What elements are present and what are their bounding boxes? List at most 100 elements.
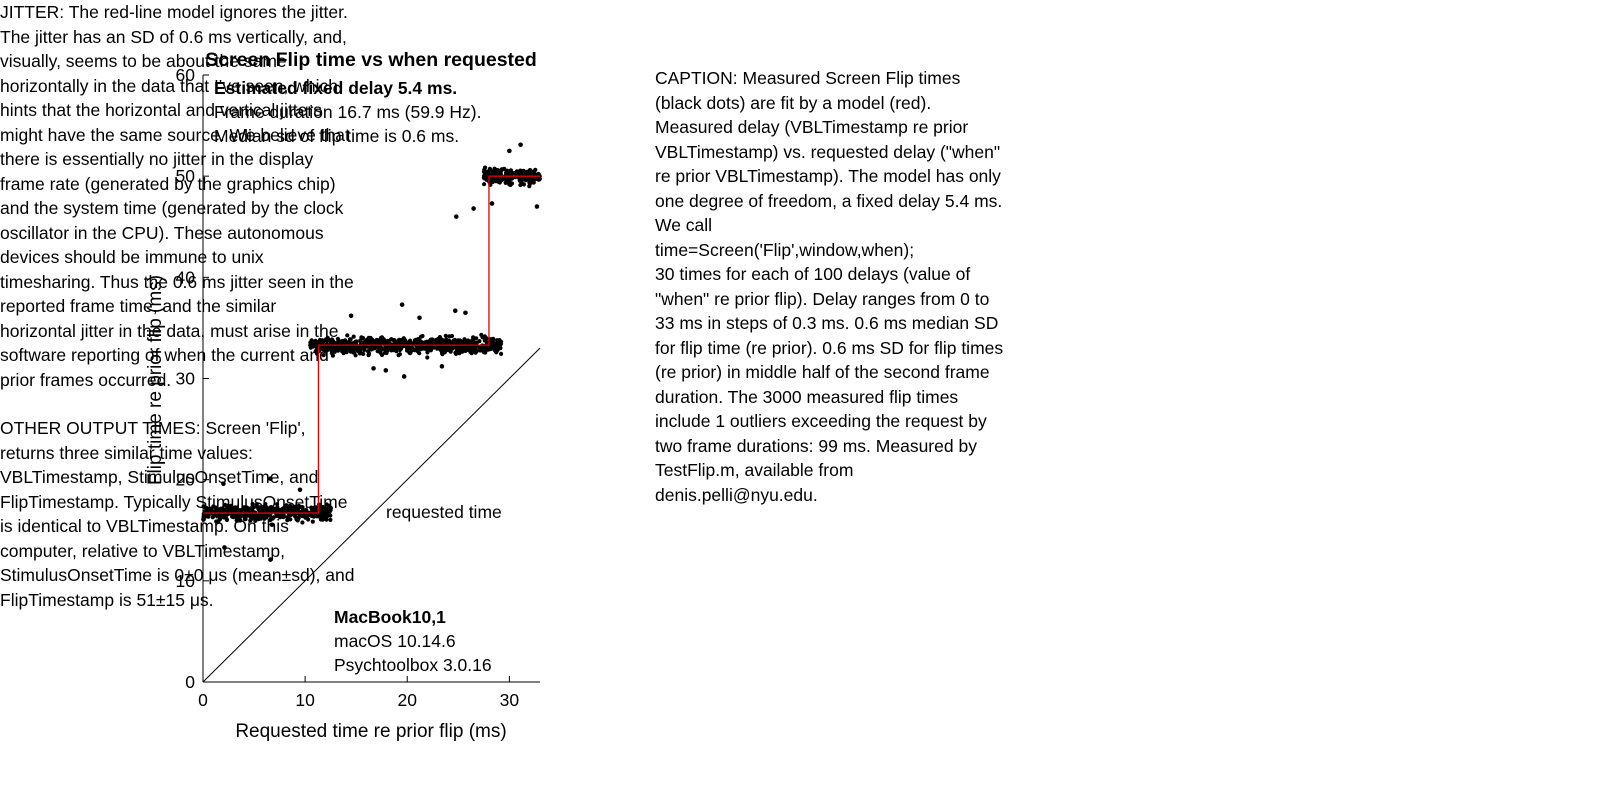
measured-point <box>379 347 384 352</box>
measured-point <box>508 182 513 188</box>
model-fit-line <box>203 175 540 514</box>
measured-point <box>453 351 459 356</box>
measured-points-layer <box>201 142 542 562</box>
measured-point <box>224 517 229 523</box>
measured-point <box>367 351 372 356</box>
measured-point <box>528 176 534 181</box>
measured-point <box>460 345 466 350</box>
x-tick-label: 10 <box>295 690 315 710</box>
x-tick-label: 30 <box>500 690 520 710</box>
measured-point <box>474 348 479 354</box>
measured-point <box>235 518 240 523</box>
measured-point <box>251 505 256 510</box>
measured-point <box>482 174 487 179</box>
measured-point <box>425 350 430 355</box>
requested-time-label: requested time <box>386 502 502 522</box>
measured-point <box>455 348 460 353</box>
measured-point <box>347 337 353 342</box>
measured-point <box>288 508 294 513</box>
measured-point <box>494 348 499 353</box>
outlier-point <box>453 214 459 219</box>
measured-point <box>502 166 507 171</box>
other-output-times-text-block: OTHER OUTPUT TIMES: Screen 'Flip', retur… <box>0 418 355 610</box>
measured-point <box>318 513 323 518</box>
measured-point <box>443 333 448 338</box>
measured-point <box>396 353 401 358</box>
measured-point <box>498 177 503 182</box>
measured-point <box>327 510 332 515</box>
measured-point <box>211 514 216 519</box>
measured-point <box>252 515 257 520</box>
outlier-point <box>518 142 523 148</box>
measured-point <box>258 515 263 520</box>
measured-point <box>331 346 336 352</box>
measured-point <box>225 503 230 508</box>
outlier-point <box>328 505 333 511</box>
measured-point <box>275 502 280 507</box>
measured-point <box>370 345 375 350</box>
outlier-point <box>268 557 273 562</box>
measured-point <box>362 343 367 348</box>
outlier-point <box>489 201 495 206</box>
flip-time-chart: Screen Flip time vs when requested 0 10 20… <box>145 49 542 742</box>
measured-point <box>492 166 497 171</box>
model-lines-layer <box>202 175 541 683</box>
measured-point <box>437 335 442 340</box>
requested-time-line <box>202 347 541 683</box>
measured-point <box>243 514 248 520</box>
measured-point <box>503 170 509 175</box>
measured-point <box>250 501 255 507</box>
y-tick-label: 10 <box>176 571 196 591</box>
x-axis-label: Requested time re prior flip (ms) <box>235 721 506 742</box>
measured-point <box>519 172 524 177</box>
measured-point <box>321 505 327 511</box>
measured-point <box>531 180 536 185</box>
measured-point <box>311 512 316 518</box>
outlier-point <box>268 476 273 481</box>
measured-point <box>482 182 487 187</box>
outlier-point <box>534 204 540 209</box>
y-tick-label: 30 <box>176 369 196 389</box>
measured-point <box>317 502 322 507</box>
measured-point <box>295 518 300 523</box>
outlier-point <box>222 545 227 550</box>
measured-point <box>435 346 440 351</box>
measured-point <box>494 179 500 184</box>
measured-point <box>499 351 504 356</box>
measured-point <box>233 505 238 510</box>
chart-title: Screen Flip time vs when requested <box>205 49 537 71</box>
measured-point <box>285 518 290 523</box>
measured-point <box>217 508 222 513</box>
measured-point <box>405 340 410 345</box>
measured-point <box>524 176 529 181</box>
measured-point <box>491 340 496 345</box>
measured-point <box>495 338 500 343</box>
measured-point <box>313 349 318 354</box>
measured-point <box>323 337 329 342</box>
measured-point <box>359 335 364 340</box>
measured-point <box>425 355 430 360</box>
measured-point <box>477 339 482 344</box>
measured-point <box>467 341 473 346</box>
measured-point <box>263 501 268 507</box>
measured-point <box>284 505 289 510</box>
measured-point <box>329 337 335 342</box>
machine-label: MacBook10,1 <box>334 607 446 627</box>
measured-point <box>392 339 397 344</box>
measured-point <box>318 505 323 511</box>
outlier-point <box>417 315 422 321</box>
outlier-point <box>371 366 376 371</box>
measured-point <box>369 339 374 344</box>
measured-point <box>257 505 262 510</box>
measured-point <box>449 333 455 339</box>
measured-point <box>321 353 326 358</box>
outlier-point <box>221 481 226 487</box>
measured-point <box>391 348 396 353</box>
measured-point <box>401 336 406 341</box>
measured-point <box>345 333 350 338</box>
median-sd-annotation: Median sd of flip time is 0.6 ms. <box>214 126 459 146</box>
measured-point <box>214 519 219 524</box>
right-text-column: JITTER: The red-line model ignores the j… <box>0 0 480 612</box>
measured-point <box>217 517 223 522</box>
measured-point <box>484 171 490 176</box>
